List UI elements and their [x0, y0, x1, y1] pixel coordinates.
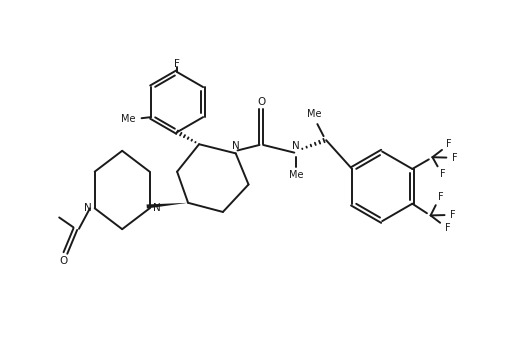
Text: F: F [174, 59, 180, 69]
Text: N: N [84, 203, 91, 213]
Text: F: F [446, 139, 452, 149]
Text: N: N [153, 203, 161, 213]
Text: O: O [257, 97, 266, 107]
Text: N: N [232, 141, 240, 151]
Polygon shape [146, 203, 188, 208]
Text: Me: Me [307, 109, 322, 119]
Text: N: N [292, 141, 300, 151]
Text: F: F [438, 192, 443, 202]
Text: F: F [439, 169, 445, 179]
Text: F: F [450, 210, 455, 220]
Text: O: O [59, 256, 68, 266]
Text: F: F [445, 223, 450, 233]
Text: F: F [452, 153, 457, 163]
Text: Me: Me [289, 170, 303, 180]
Text: Me: Me [121, 114, 135, 124]
